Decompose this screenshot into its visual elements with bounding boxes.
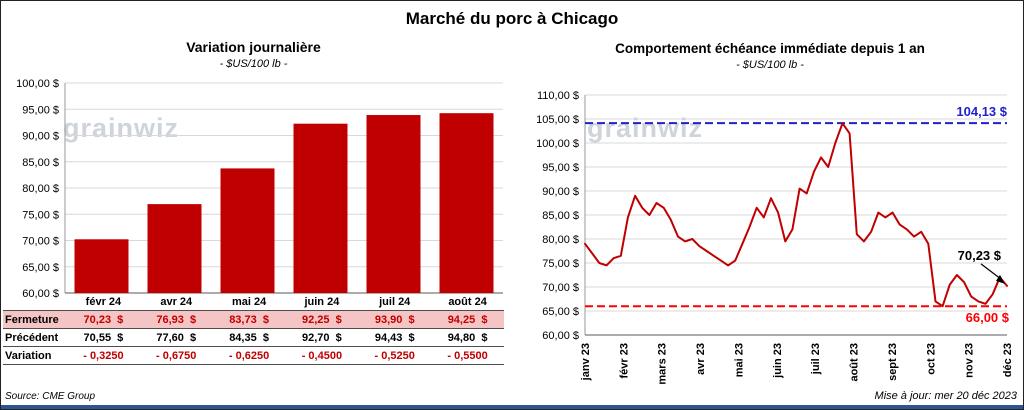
y-axis-label: 95,00 $ [22,104,59,116]
min-value-label: 66,00 $ [966,310,1010,325]
price-line [584,122,1008,308]
table-cell: 83,73 $ [212,310,286,329]
y-axis-label: 60,00 $ [542,330,579,342]
y-axis-label: 90,00 $ [22,131,59,143]
x-axis-label: sept 23 [887,343,899,381]
corner-cell [3,295,67,311]
month-header: juin 24 [285,295,359,311]
x-axis-label: mars 23 [657,343,669,385]
bar-avr-24 [147,204,202,293]
x-axis-label: juin 23 [772,343,784,379]
footer-accent-bar [1,405,1023,409]
y-axis-label: 80,00 $ [542,234,579,246]
table-cell: - 0,3250 [67,346,140,365]
y-axis-label: 75,00 $ [22,209,59,221]
x-axis-label: mai 23 [733,343,745,377]
bar-chart-title: Variation journalière [186,39,321,55]
row-label: Variation [3,346,67,365]
bar-août-24 [439,113,494,293]
y-axis-label: 90,00 $ [542,186,579,198]
y-axis-label: 75,00 $ [542,258,579,270]
bar-juil-24 [366,115,421,294]
month-header: mai 24 [212,295,286,311]
y-axis-label: 100,00 $ [16,78,59,90]
table-cell: 77,60 $ [139,328,213,347]
last-value-label: 70,23 $ [958,248,1002,263]
table-row-variation: Variation - 0,3250- 0,6750- 0,6250- 0,450… [3,346,504,365]
update-note: Mise à jour: mer 20 déc 2023 [874,390,1017,402]
x-axis-label: janv 23 [580,343,592,381]
table-cell: 76,93 $ [139,310,213,329]
x-axis-label: avr 23 [695,343,707,375]
table-cell: 93,90 $ [358,310,432,329]
y-axis-label: 85,00 $ [22,157,59,169]
table-cell: 94,25 $ [431,310,504,329]
x-axis-label: juil 23 [810,343,822,375]
table-cell: - 0,5500 [431,346,504,365]
table-cell: - 0,4500 [285,346,359,365]
row-label: Fermeture [3,310,67,329]
bar-chart-subtitle: - $US/100 lb - [219,58,288,70]
y-axis-label: 110,00 $ [537,90,579,102]
table-cell: 94,80 $ [431,328,504,347]
source-note: Source: CME Group [5,391,96,402]
month-header: juil 24 [358,295,432,311]
month-header: févr 24 [67,295,140,311]
table-cell: 84,35 $ [212,328,286,347]
price-table: févr 24 avr 24 mai 24 juin 24 juil 24 août 24… [3,295,504,365]
y-axis-label: 100,00 $ [536,138,579,150]
table-cell: - 0,6250 [212,346,286,365]
last-value-arrowhead [996,274,1005,284]
y-axis-label: 85,00 $ [542,210,579,222]
table-cell: 92,70 $ [285,328,359,347]
bar-mai-24 [220,168,275,293]
y-axis-label: 65,00 $ [542,306,579,318]
y-axis-label: 70,00 $ [22,236,59,248]
watermark-logo: grainwiz [587,113,703,144]
table-cell: 94,43 $ [358,328,432,347]
line-chart-subtitle: - $US/100 lb - [736,59,804,71]
y-axis-label: 105,00 $ [536,114,579,126]
bar-chart: 60,00 $65,00 $70,00 $75,00 $80,00 $85,00… [16,78,503,300]
watermark-logo: grainwiz [63,113,179,144]
table-cell: - 0,5250 [358,346,432,365]
watermark-text: grainwiz [587,113,704,143]
bar-juin-24 [293,123,348,293]
table-row-précédent: Précédent 70,55 $77,60 $84,35 $92,70 $94,… [3,328,504,347]
line-chart: 60,00 $ 65,00 $ 70,00 $ 75,00 $ 80,00 $ 85,00… [536,90,1014,385]
table-cell: 70,55 $ [67,328,140,347]
y-axis-label: 70,00 $ [542,282,579,294]
month-header-row: févr 24 avr 24 mai 24 juin 24 juil 24 août 24 [3,295,504,311]
page-title: Marché du porc à Chicago [405,9,619,28]
watermark-text: grainwiz [63,113,180,143]
y-axis-label: 65,00 $ [22,262,59,274]
max-value-label: 104,13 $ [956,104,1007,119]
month-header: août 24 [431,295,504,311]
y-axis-label: 80,00 $ [22,183,59,195]
line-chart-title: Comportement échéance immédiate depuis 1… [615,41,925,56]
y-axis-label: 95,00 $ [542,162,579,174]
table-row-fermeture: Fermeture 70,23 $76,93 $83,73 $92,25 $93,… [3,310,504,329]
table-cell: - 0,6750 [139,346,213,365]
x-axis-label: nov 23 [964,343,976,378]
table-cell: 92,25 $ [285,310,359,329]
x-axis-label: févr 23 [618,343,630,378]
month-header: avr 24 [139,295,213,311]
row-label: Précédent [3,328,67,347]
x-axis-label: déc 23 [1002,343,1014,377]
table-cell: 70,23 $ [67,310,140,329]
bar-févr-24 [74,239,129,293]
x-axis-label: oct 23 [925,343,937,375]
x-axis-label: août 23 [849,343,861,382]
